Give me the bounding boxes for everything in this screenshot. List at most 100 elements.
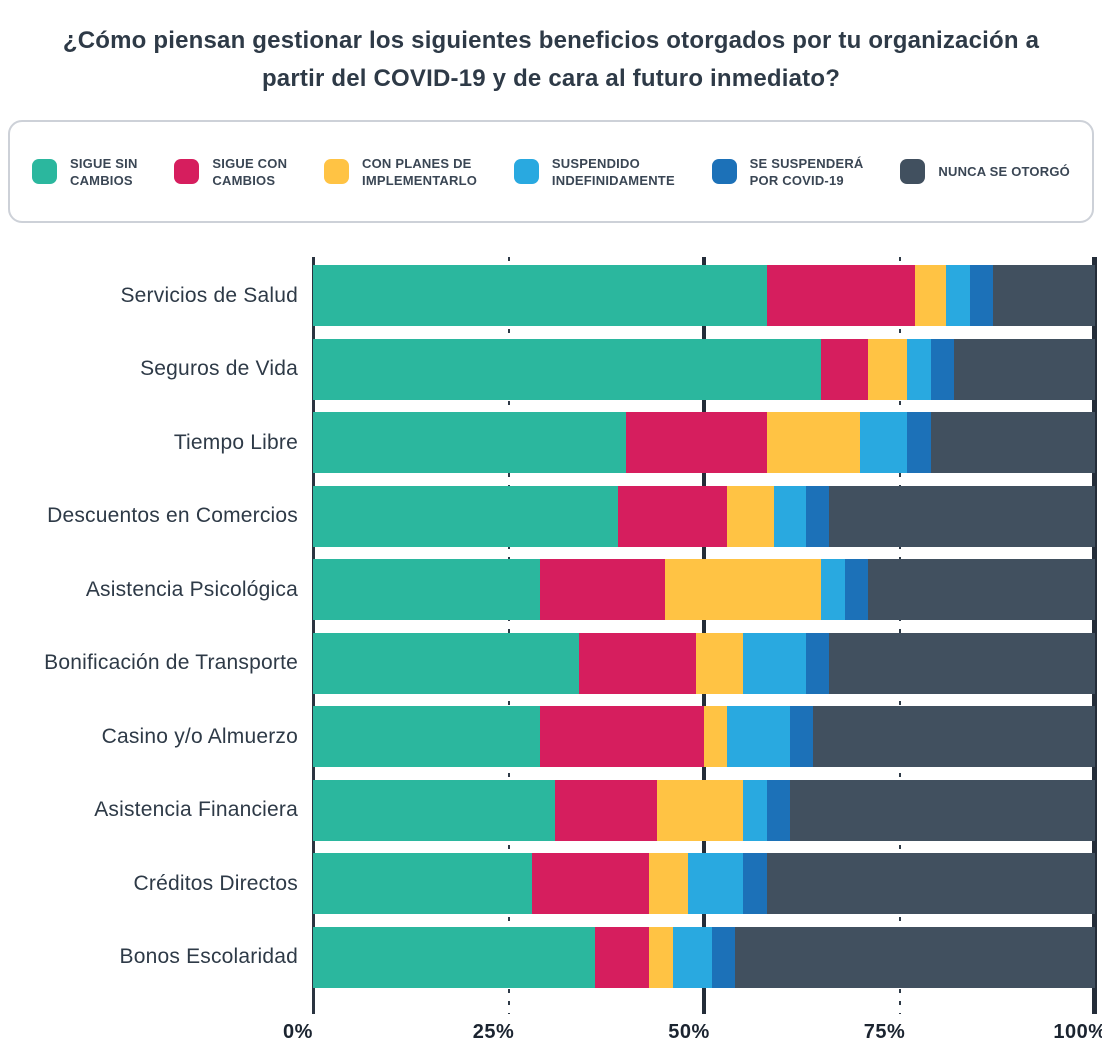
bar-segment <box>649 926 673 988</box>
bar-row: Tiempo Libre <box>0 412 1102 473</box>
bar-row: Asistencia Psicológica <box>0 559 1102 620</box>
x-axis: 0% 25% 50% 75% 100% <box>283 1021 1102 1053</box>
bar-segment <box>735 926 1095 988</box>
bar-row: Casino y/o Almuerzo <box>0 706 1102 767</box>
stacked-bar <box>313 632 1095 694</box>
bar-row: Descuentos en Comercios <box>0 485 1102 547</box>
bar-segment <box>696 632 744 694</box>
row-label: Tiempo Libre <box>173 430 298 454</box>
bar-segment <box>625 412 767 473</box>
bar-segment <box>313 265 767 326</box>
bar-segment <box>915 265 947 326</box>
bar-segment <box>930 412 1095 473</box>
bar-segment <box>313 926 595 988</box>
legend-item-label: NUNCA SE OTORGÓ <box>938 164 1070 179</box>
legend-swatch <box>900 159 926 184</box>
legend: SIGUE SIN CAMBIOS SIGUE CON CAMBIOS CON PL… <box>8 120 1094 223</box>
bar-segment <box>727 706 790 767</box>
stacked-bar <box>313 559 1095 620</box>
bar-segment <box>868 338 908 400</box>
legend-item: CON PLANES DE IMPLEMENTARLO <box>324 155 477 189</box>
legend-swatch <box>324 159 350 184</box>
bar-segment <box>774 485 806 547</box>
legend-item: NUNCA SE OTORGÓ <box>900 159 1070 184</box>
bar-segment <box>617 485 728 547</box>
bar-row: Bonificación de Transporte <box>0 632 1102 694</box>
bar-segment <box>688 853 744 914</box>
bar-row: Bonos Escolaridad <box>0 926 1102 988</box>
bar-segment <box>813 706 1095 767</box>
stacked-bar-chart: Servicios de Salud Seguros de Vida Tiempo … <box>0 257 1102 1057</box>
x-tick-label: 0% <box>283 1021 313 1043</box>
bar-segment <box>594 926 650 988</box>
bar-segment <box>703 706 728 767</box>
bar-segment <box>313 559 540 620</box>
row-label: Casino y/o Almuerzo <box>101 724 298 748</box>
x-tick-label: 100% <box>1053 1021 1102 1043</box>
bar-segment <box>313 412 626 473</box>
bar-row: Créditos Directos <box>0 853 1102 914</box>
row-label: Bonificación de Transporte <box>44 651 298 674</box>
stacked-bar <box>313 926 1095 988</box>
bar-segment <box>649 853 689 914</box>
bar-segment <box>539 706 704 767</box>
legend-item: SIGUE SIN CAMBIOS <box>32 155 138 189</box>
bar-segment <box>313 338 822 400</box>
bar-segment <box>954 338 1095 400</box>
bar-segment <box>664 559 822 620</box>
bar-segment <box>743 779 767 841</box>
bar-segment <box>657 779 744 841</box>
bar-segment <box>766 412 861 473</box>
chart-title: ¿Cómo piensan gestionar los siguientes b… <box>62 27 1040 92</box>
bar-segment <box>805 485 830 547</box>
legend-swatch <box>711 159 737 184</box>
stacked-bar <box>313 412 1095 473</box>
bar-segment <box>555 779 658 841</box>
legend-item-label: SE SUSPENDERÁ POR COVID-19 <box>749 155 864 188</box>
legend-item: SIGUE CON CAMBIOS <box>174 155 287 189</box>
bar-segment <box>539 559 665 620</box>
bar-row: Servicios de Salud <box>0 265 1102 326</box>
x-tick-label: 25% <box>472 1021 515 1043</box>
legend-swatch <box>513 159 539 184</box>
bar-segment <box>313 853 532 914</box>
stacked-bar <box>313 853 1095 914</box>
bar-row: Asistencia Financiera <box>0 779 1102 841</box>
row-label: Asistencia Psicológica <box>85 577 298 601</box>
row-label: Asistencia Financiera <box>94 798 298 821</box>
row-label: Descuentos en Comercios <box>47 504 298 527</box>
bar-row: Seguros de Vida <box>0 338 1102 400</box>
bar-segment <box>578 632 697 694</box>
bar-segment <box>766 779 790 841</box>
bar-rows: Servicios de Salud Seguros de Vida Tiempo … <box>0 265 1102 1000</box>
bar-segment <box>743 632 806 694</box>
x-tick-label: 50% <box>668 1021 710 1043</box>
bar-segment <box>907 412 931 473</box>
row-label: Servicios de Salud <box>120 283 298 307</box>
legend-swatch <box>32 159 57 184</box>
bar-segment <box>946 265 970 326</box>
bar-segment <box>672 926 712 988</box>
stacked-bar <box>313 338 1095 400</box>
legend-item-label: SUSPENDIDO INDEFINIDAMENTE <box>551 155 675 188</box>
bar-segment <box>711 926 736 988</box>
bar-segment <box>844 559 869 620</box>
stacked-bar <box>313 706 1095 767</box>
legend-item: SUSPENDIDO INDEFINIDAMENTE <box>513 155 675 189</box>
bar-segment <box>821 338 869 400</box>
bar-segment <box>969 265 994 326</box>
bar-segment <box>313 779 556 841</box>
bar-segment <box>930 338 955 400</box>
bar-segment <box>829 632 1095 694</box>
bar-segment <box>868 559 1095 620</box>
bar-segment <box>821 559 845 620</box>
legend-item-label: SIGUE SIN CAMBIOS <box>70 155 138 188</box>
row-label: Bonos Escolaridad <box>119 945 298 968</box>
legend-item-label: CON PLANES DE IMPLEMENTARLO <box>362 155 478 188</box>
bar-segment <box>860 412 908 473</box>
x-tick-label: 75% <box>863 1021 906 1043</box>
bar-segment <box>766 853 1095 914</box>
legend-item-label: SIGUE CON CAMBIOS <box>212 155 288 188</box>
legend-swatch <box>174 159 200 184</box>
bar-segment <box>829 485 1095 547</box>
